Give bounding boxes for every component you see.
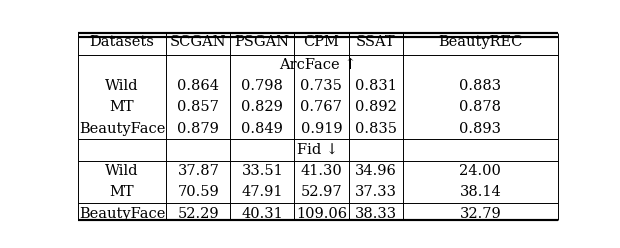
Text: BeautyREC: BeautyREC	[438, 35, 523, 49]
Text: 70.59: 70.59	[177, 186, 219, 199]
Text: 33.51: 33.51	[241, 164, 283, 179]
Text: 0.835: 0.835	[355, 122, 397, 136]
Text: 0.849: 0.849	[241, 122, 283, 136]
Text: 0.878: 0.878	[459, 100, 502, 115]
Text: Fid ↓: Fid ↓	[297, 143, 339, 157]
Text: 38.14: 38.14	[459, 186, 502, 199]
Text: 0.883: 0.883	[459, 79, 502, 93]
Text: 0.767: 0.767	[301, 100, 342, 115]
Text: 0.857: 0.857	[177, 100, 219, 115]
Text: 0.879: 0.879	[177, 122, 219, 136]
Text: SSAT: SSAT	[356, 35, 396, 49]
Text: CPM: CPM	[303, 35, 339, 49]
Text: Wild: Wild	[105, 79, 139, 93]
Text: ArcFace ↑: ArcFace ↑	[279, 58, 356, 71]
Text: Wild: Wild	[105, 164, 139, 179]
Text: BeautyFace: BeautyFace	[79, 207, 165, 221]
Text: 0.893: 0.893	[459, 122, 502, 136]
Text: 0.831: 0.831	[355, 79, 397, 93]
Text: 38.33: 38.33	[355, 207, 397, 221]
Text: BeautyFace: BeautyFace	[79, 122, 165, 136]
Text: 37.87: 37.87	[177, 164, 219, 179]
Text: PSGAN: PSGAN	[235, 35, 290, 49]
Text: 0.798: 0.798	[241, 79, 283, 93]
Text: 40.31: 40.31	[241, 207, 283, 221]
Text: 0.829: 0.829	[241, 100, 283, 115]
Text: 41.30: 41.30	[301, 164, 342, 179]
Text: 109.06: 109.06	[296, 207, 347, 221]
Text: 32.79: 32.79	[459, 207, 502, 221]
Text: MT: MT	[110, 100, 135, 115]
Text: 34.96: 34.96	[355, 164, 397, 179]
Text: 24.00: 24.00	[459, 164, 502, 179]
Text: Datasets: Datasets	[89, 35, 154, 49]
Text: 52.97: 52.97	[301, 186, 342, 199]
Text: SCGAN: SCGAN	[170, 35, 227, 49]
Text: 0.735: 0.735	[301, 79, 342, 93]
Text: 0.864: 0.864	[177, 79, 219, 93]
Text: MT: MT	[110, 186, 135, 199]
Text: 37.33: 37.33	[355, 186, 397, 199]
Text: 52.29: 52.29	[177, 207, 219, 221]
Text: 0.919: 0.919	[301, 122, 342, 136]
Text: 47.91: 47.91	[242, 186, 283, 199]
Text: 0.892: 0.892	[355, 100, 397, 115]
